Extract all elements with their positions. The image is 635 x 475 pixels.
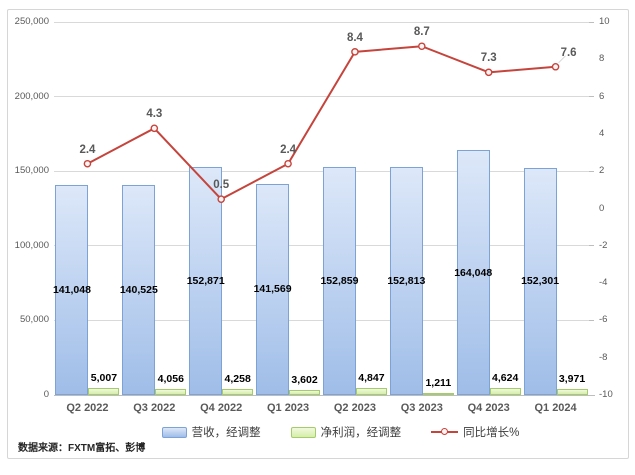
left-axis-tick-label: 0 xyxy=(43,389,49,400)
right-axis-tick-label: 4 xyxy=(599,127,605,139)
profit-bar xyxy=(422,393,454,396)
left-axis-tick-label: 100,000 xyxy=(14,239,49,251)
category-label: Q2 2022 xyxy=(66,402,109,414)
category-label: Q2 2023 xyxy=(333,402,377,414)
gridline xyxy=(54,245,589,247)
revenue-bar-label: 152,871 xyxy=(186,274,225,287)
right-axis-tick-label: 8 xyxy=(599,53,605,65)
profit-bar xyxy=(489,388,521,395)
gridline xyxy=(54,170,589,172)
legend-label-profit: 净利润，经调整 xyxy=(320,427,402,439)
category-label: Q4 2022 xyxy=(200,402,243,414)
revenue-bar xyxy=(122,185,156,395)
profit-bar xyxy=(355,387,387,395)
profit-bar xyxy=(556,389,588,395)
growth-line-marker xyxy=(284,159,292,168)
profit-bar xyxy=(88,387,120,395)
left-axis-tick-label: 50,000 xyxy=(19,314,49,326)
left-axis-tick-label: 200,000 xyxy=(14,90,49,102)
legend-item-profit: 净利润，经调整 xyxy=(290,424,402,440)
growth-point-label: 2.4 xyxy=(79,143,96,156)
profit-bar-label: 5,007 xyxy=(90,371,118,384)
right-axis-tick-label: 0 xyxy=(599,202,605,214)
left-axis-tick-label: 250,000 xyxy=(14,16,49,27)
profit-bar xyxy=(222,388,254,395)
chart-frame: 0 50,000 100,000 150,000 200,000 250,000 10 8 6 4… xyxy=(7,9,629,459)
revenue-bar-label: 141,048 xyxy=(52,283,91,296)
right-axis-tick-label: -4 xyxy=(599,277,608,289)
profit-bar-label: 4,624 xyxy=(492,372,519,385)
revenue-bar xyxy=(55,184,89,395)
growth-line-marker xyxy=(484,68,493,77)
revenue-bar xyxy=(189,166,223,395)
category-label: Q1 2023 xyxy=(266,402,310,414)
legend-label-revenue: 营收，经调整 xyxy=(191,427,261,439)
growth-point-label: 8.4 xyxy=(346,31,363,44)
growth-line-marker xyxy=(83,159,92,168)
revenue-bar xyxy=(389,167,423,395)
growth-line-icon xyxy=(431,427,459,437)
growth-line-marker xyxy=(418,42,426,51)
legend-label-growth: 同比增长% xyxy=(463,427,520,439)
chart-canvas: 0 50,000 100,000 150,000 200,000 250,000 10 8 6 4… xyxy=(8,10,628,458)
right-axis-tickmark xyxy=(589,319,594,321)
right-axis-tick-label: 10 xyxy=(599,16,610,27)
right-axis-tick-label: -10 xyxy=(599,389,613,400)
revenue-bar-label: 141,569 xyxy=(253,283,292,296)
growth-line-marker xyxy=(150,124,159,133)
category-label: Q1 2024 xyxy=(534,402,577,414)
legend-item-revenue: 营收，经调整 xyxy=(161,424,261,440)
right-axis-tick-label: -8 xyxy=(599,351,608,363)
profit-swatch-icon xyxy=(290,426,316,438)
category-label: Q3 2023 xyxy=(400,402,443,414)
gridline xyxy=(54,319,589,321)
category-label: Q3 2022 xyxy=(133,402,176,414)
profit-bar-label: 1,211 xyxy=(425,377,452,390)
growth-point-label: 7.6 xyxy=(560,46,577,59)
profit-bar xyxy=(289,389,321,395)
growth-point-label: 0.5 xyxy=(213,179,230,192)
revenue-bar-label: 152,813 xyxy=(387,275,426,287)
profit-bar-label: 3,602 xyxy=(291,373,318,386)
profit-bar-label: 3,971 xyxy=(558,373,586,386)
revenue-bar xyxy=(523,167,557,395)
growth-line-dot-icon xyxy=(441,428,449,435)
profit-bar xyxy=(155,388,187,395)
gridline xyxy=(54,21,589,23)
category-label: Q4 2023 xyxy=(467,402,510,414)
legend-item-growth: 同比增长% xyxy=(431,424,519,440)
right-axis-tickmark xyxy=(589,245,594,247)
revenue-bar-label: 152,859 xyxy=(320,274,359,287)
growth-point-label: 2.4 xyxy=(280,143,297,156)
revenue-bar-label: 140,525 xyxy=(119,284,158,297)
profit-bar-label: 4,258 xyxy=(224,372,251,385)
right-axis-tick-label: 6 xyxy=(599,90,605,102)
right-axis-tickmark xyxy=(589,96,594,98)
right-axis-tickmark xyxy=(589,21,594,23)
right-axis-tickmark xyxy=(589,170,594,172)
growth-line-marker xyxy=(351,48,359,56)
left-axis-tick-label: 150,000 xyxy=(14,165,49,177)
right-axis-tick-label: -2 xyxy=(599,239,608,251)
growth-line-marker xyxy=(551,62,560,71)
gridline xyxy=(54,96,589,98)
growth-point-label: 4.3 xyxy=(146,108,163,121)
right-axis-tick-label: -6 xyxy=(599,314,608,326)
right-axis-tick-label: 2 xyxy=(599,165,605,177)
legend: 营收，经调整 净利润，经调整 同比增长% xyxy=(8,424,628,440)
source-note: 数据来源：FXTM富拓、彭博 xyxy=(18,443,146,454)
revenue-swatch-icon xyxy=(161,426,187,438)
revenue-bar-label: 152,301 xyxy=(521,275,560,288)
profit-bar-label: 4,847 xyxy=(358,371,385,384)
growth-point-label: 8.7 xyxy=(413,26,430,39)
growth-point-label: 7.3 xyxy=(480,52,497,65)
x-axis-line xyxy=(54,395,595,396)
revenue-bar-label: 164,048 xyxy=(454,266,493,279)
profit-bar-label: 4,056 xyxy=(157,372,184,385)
